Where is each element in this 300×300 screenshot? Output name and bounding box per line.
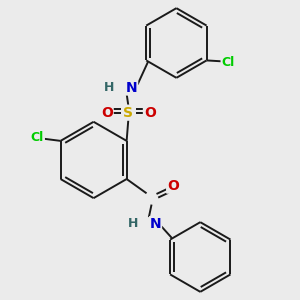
Text: S: S (123, 106, 133, 120)
Text: N: N (150, 217, 161, 231)
Text: N: N (126, 81, 137, 95)
Text: O: O (101, 106, 113, 120)
Text: Cl: Cl (31, 131, 44, 144)
Text: H: H (128, 217, 138, 230)
Text: O: O (144, 106, 156, 120)
Text: H: H (104, 81, 114, 94)
Text: O: O (167, 179, 179, 193)
Text: Cl: Cl (221, 56, 235, 69)
